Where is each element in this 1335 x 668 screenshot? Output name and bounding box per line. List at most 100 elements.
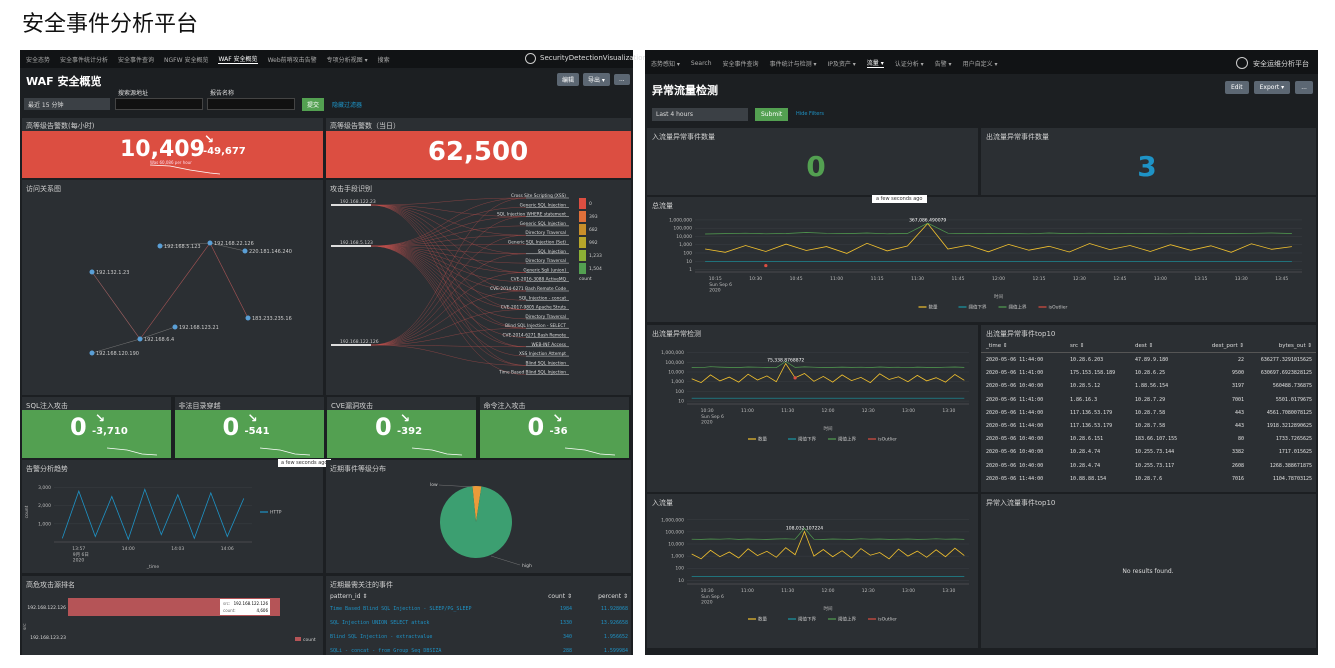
x-tick-label: 13:45 [1275, 276, 1288, 282]
x-tick-label: 11:15 [871, 276, 884, 282]
nav-item[interactable]: IP及资产 ▾ [827, 60, 856, 68]
kpi-value: 0 [375, 413, 392, 441]
table-cell: 1268.388671875 [1269, 462, 1312, 469]
panel [981, 494, 1316, 648]
y-tick-label: 1,000 [671, 554, 684, 560]
table-cell: 2020-05-06 11:44:00 [986, 475, 1044, 482]
y-tick-label: 1,000 [679, 242, 692, 248]
flow [370, 204, 527, 366]
nav-item[interactable]: 流量 ▾ [866, 60, 884, 68]
panel-title: 攻击手段识别 [330, 185, 372, 193]
tooltip-value: 4,606 [257, 608, 269, 613]
nav-item[interactable]: Search [690, 59, 712, 67]
panel-title: SQL注入攻击 [26, 402, 68, 410]
legend-label: 阈值上界 [838, 616, 856, 623]
panel [981, 128, 1316, 195]
table-cell: 2020-05-06 11:41:00 [986, 396, 1044, 403]
nav-item[interactable]: 搜索 [377, 56, 390, 64]
button[interactable]: 编辑 [557, 73, 580, 86]
y-tick-label: 100 [675, 566, 684, 572]
x-tick-label: 10:15 [709, 276, 722, 282]
x-date: 2020 [73, 558, 85, 564]
nav-item[interactable]: 态势感知 ▾ [651, 60, 680, 68]
legend-label: 0 [589, 201, 592, 207]
brand-icon [525, 53, 536, 64]
nav-item[interactable]: 用户自定义 ▾ [962, 60, 998, 68]
column-header: _time ⇕ [986, 343, 1008, 349]
filter-label: 报告名称 [210, 90, 235, 97]
nav-item[interactable]: 专项分析视图 ▾ [326, 56, 368, 64]
toolbar: a few seconds ago [872, 195, 927, 203]
panel [22, 460, 323, 573]
nav-item[interactable]: 安全事件查询 [118, 56, 155, 64]
button[interactable]: 导出 ▾ [583, 73, 610, 86]
y-tick-label: 10 [686, 259, 692, 265]
x-tick-label: 13:30 [1235, 276, 1248, 282]
text-input[interactable] [207, 98, 295, 110]
hide-filters[interactable]: Hide Filters [796, 111, 824, 117]
x-tick-label: 13:30 [942, 408, 955, 414]
y-tick-label: 192.168.122.126 [27, 605, 66, 611]
nav-item[interactable]: 安全事件统计分析 [60, 56, 109, 64]
y-tick-label: 100,000 [665, 529, 684, 535]
kpi-value: 3 [1137, 150, 1157, 183]
x-tick-label: 13:00 [902, 588, 915, 594]
flow [370, 204, 527, 329]
kpi-delta: -541 [244, 426, 270, 437]
target-label: Directory Traversal [525, 230, 566, 236]
nav-item[interactable]: 认证分析 ▾ [894, 60, 924, 68]
nav-item[interactable]: NGFW 安全概览 [164, 56, 209, 64]
nav-item[interactable]: WAF 安全概览 [218, 56, 258, 64]
y-tick-label: 10 [678, 399, 684, 405]
node-label: 192.168.5.123 [164, 244, 201, 250]
panel [981, 325, 1316, 492]
nav-item[interactable]: 安全态势 [26, 56, 51, 64]
panel [22, 180, 323, 395]
text-input[interactable] [115, 98, 203, 110]
source-label: 192.168.122.126 [340, 339, 379, 345]
flow [370, 204, 527, 348]
nav-item[interactable]: 告警 ▾ [934, 60, 952, 68]
table-cell: 10.28.7.6 [1135, 475, 1163, 482]
flow [370, 253, 527, 346]
hide-filters[interactable]: 隐藏过滤器 [332, 102, 363, 109]
nav-item[interactable]: 事件统计与检测 ▾ [769, 60, 817, 68]
source-label: 192.168.5.123 [340, 240, 373, 246]
kpi-delta: -392 [397, 426, 423, 437]
table-cell: 10.28.6.25 [1135, 370, 1166, 377]
button[interactable]: ... [1295, 81, 1313, 94]
column-header: pattern_id ⇕ [330, 593, 368, 600]
panel-title: 出流量异常检测 [652, 330, 701, 338]
flow [370, 234, 527, 247]
table-cell: 2020-05-06 11:44:00 [986, 357, 1044, 363]
leader [438, 484, 475, 488]
submit-button[interactable]: 提交 [302, 98, 325, 111]
legend-swatch [579, 198, 586, 209]
legend-swatch [579, 211, 586, 222]
graph-node [157, 243, 163, 249]
time-select[interactable]: Last 4 hours [652, 108, 748, 121]
kpi-value: 0 [806, 150, 826, 183]
legend-swatch [579, 263, 586, 274]
time-select[interactable]: 最近 15 分钟 [24, 98, 110, 110]
column-header: dest ⇕ [1135, 343, 1154, 349]
submit-button[interactable]: Submit [755, 108, 789, 121]
y-tick-label: 100,000 [665, 360, 684, 366]
flow [370, 344, 527, 366]
table-cell: 10.28.7.58 [1135, 409, 1166, 416]
button[interactable]: Export ▾ [1253, 81, 1291, 94]
panel [647, 197, 1316, 322]
nav-item[interactable]: Web前哨攻击告警 [267, 56, 317, 64]
flow [370, 204, 527, 236]
nav: 态势感知 ▾ Search 安全事件查询 事件统计与检测 ▾ IP及资产 ▾ 流量 ▾ 认证… [651, 52, 997, 74]
panel-title: 告警分析趋势 [26, 465, 68, 473]
y-tick-label: 1,000 [671, 379, 684, 385]
graph-edge [139, 326, 176, 340]
button[interactable]: Edit [1225, 81, 1249, 94]
table-cell: 80 [1237, 436, 1244, 443]
table-cell: 22 [1237, 357, 1244, 363]
nav-item[interactable]: 安全事件查询 [722, 60, 759, 68]
table-cell: 4561.7080078125 [1266, 409, 1312, 416]
button[interactable]: ... [613, 74, 630, 85]
